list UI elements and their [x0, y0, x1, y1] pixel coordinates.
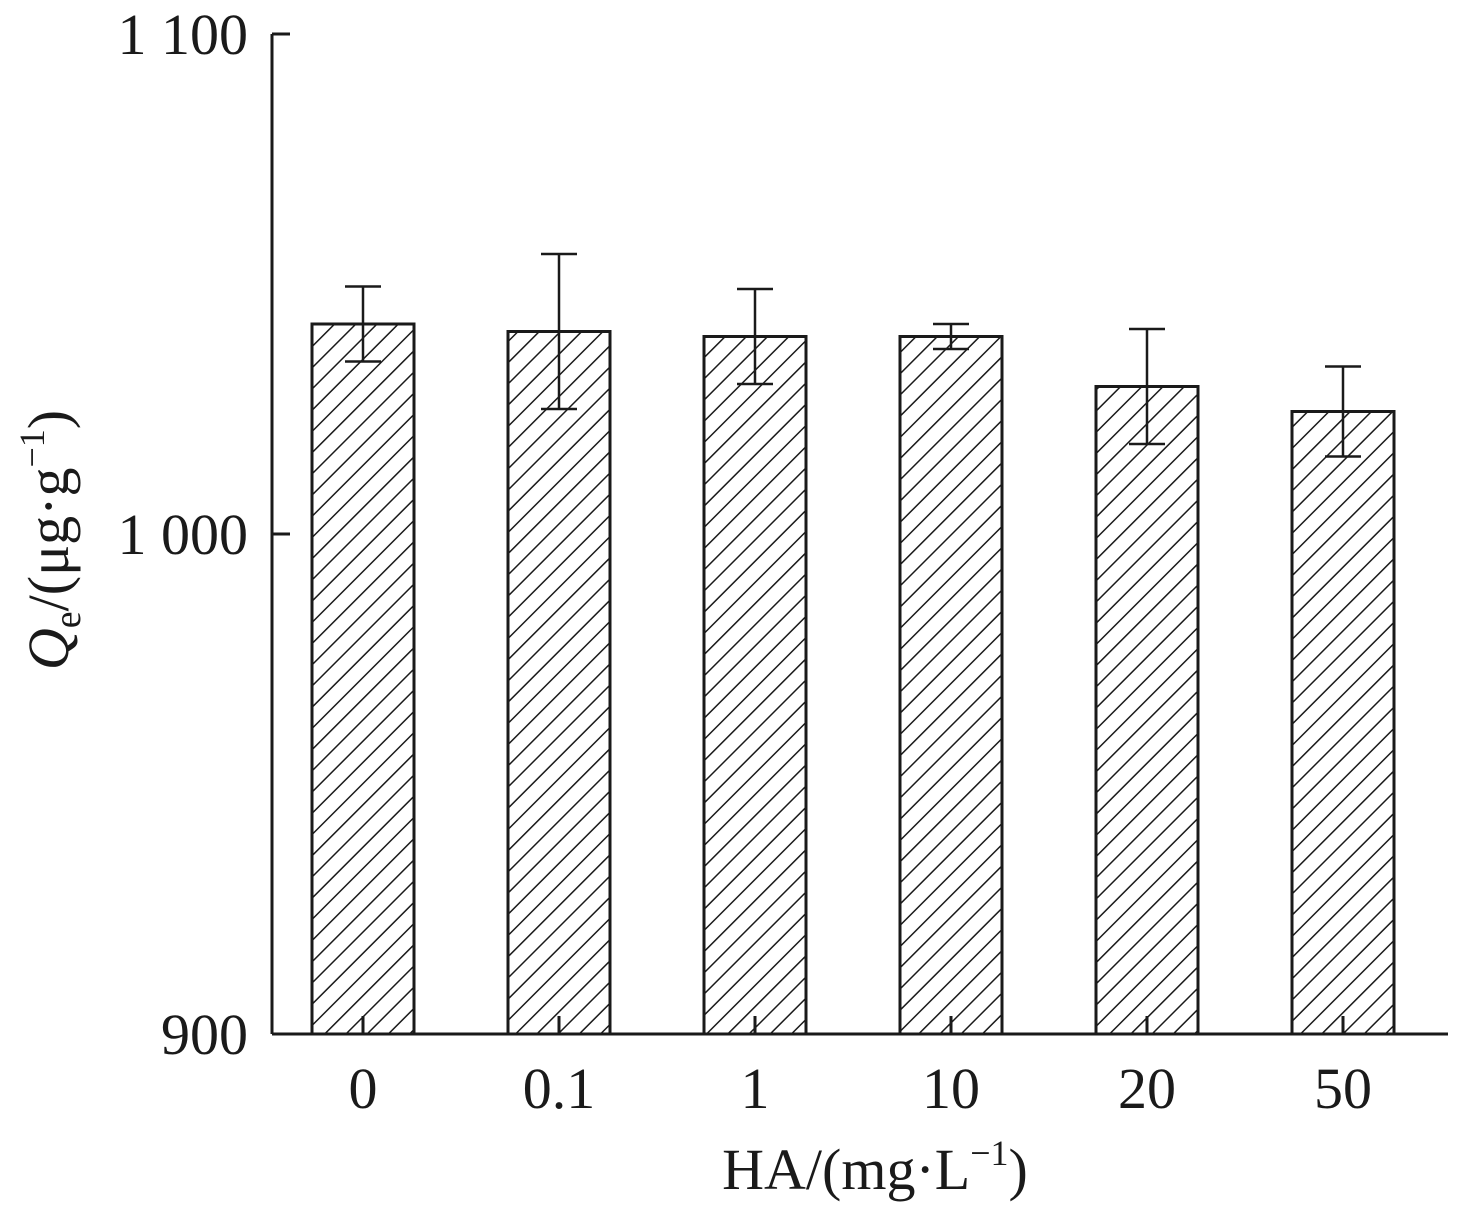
bar	[1094, 385, 1200, 1036]
x-tick-label: 20	[1118, 1056, 1176, 1121]
y-axis-title-sub: e	[47, 611, 89, 628]
bar	[898, 335, 1004, 1036]
bars-group	[310, 322, 1396, 1036]
bar	[702, 335, 808, 1036]
x-axis-title-close: )	[1009, 1137, 1028, 1202]
y-axis-title-main: /(μg·g	[16, 468, 81, 612]
y-ticks-group: 900 1 000 1 100	[118, 2, 290, 1067]
y-tick-label: 900	[161, 1002, 248, 1067]
x-axis-title: HA/(mg·L−1)	[722, 1133, 1028, 1202]
x-axis-title-main: HA/(mg·L	[722, 1137, 970, 1202]
y-tick-label: 1 000	[118, 502, 249, 567]
y-tick-label: 1 100	[118, 2, 249, 67]
y-axis-title-close: )	[16, 410, 81, 429]
y-axis-title: Qe/(μg·g−1)	[12, 410, 89, 670]
bar	[1290, 410, 1396, 1036]
x-tick-label: 50	[1314, 1056, 1372, 1121]
x-ticks-group: 0 0.1 1 10 20 50	[349, 1016, 1372, 1121]
y-axis-title-symbol: Q	[16, 628, 81, 670]
y-axis-title-sup: −1	[12, 429, 52, 467]
x-tick-label: 0.1	[523, 1056, 596, 1121]
bar	[310, 322, 416, 1036]
bar	[506, 330, 612, 1036]
x-tick-label: 0	[349, 1056, 378, 1121]
x-tick-label: 1	[741, 1056, 770, 1121]
x-tick-label: 10	[922, 1056, 980, 1121]
x-axis-title-sup: −1	[970, 1133, 1008, 1173]
error-bars-group	[345, 252, 1361, 458]
